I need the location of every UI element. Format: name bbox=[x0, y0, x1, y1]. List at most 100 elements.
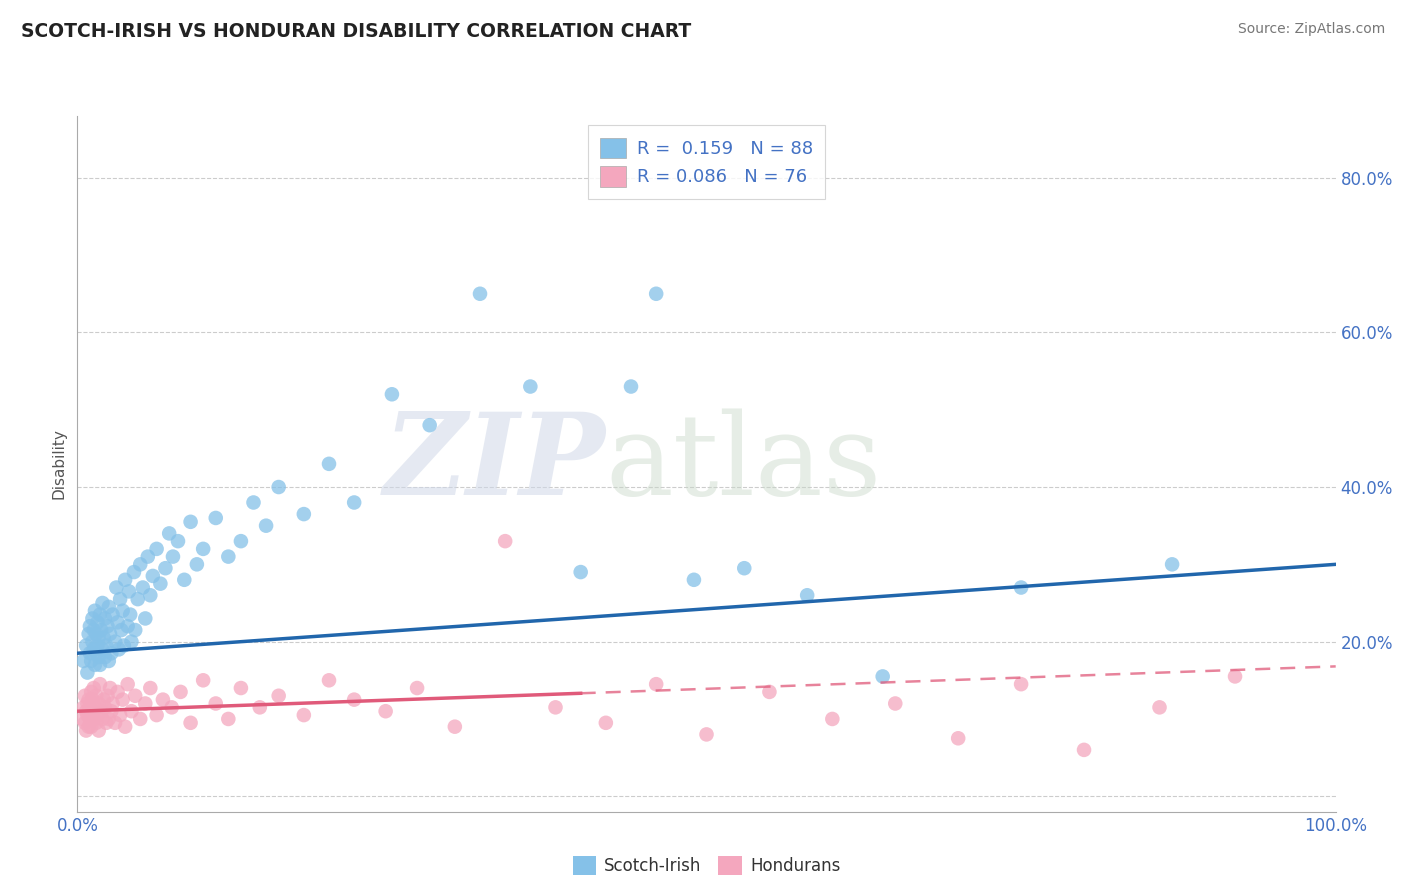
Point bbox=[72, 700, 94, 714]
Point bbox=[149, 576, 172, 591]
Point bbox=[84, 657, 107, 672]
Point bbox=[127, 592, 149, 607]
Point bbox=[645, 677, 668, 691]
Point bbox=[91, 596, 114, 610]
Point bbox=[191, 673, 215, 688]
Point bbox=[90, 623, 112, 637]
Point bbox=[1223, 669, 1246, 683]
Point bbox=[494, 534, 516, 549]
Point bbox=[111, 604, 134, 618]
Point bbox=[145, 708, 167, 723]
Point bbox=[101, 607, 124, 622]
Point bbox=[86, 639, 108, 653]
Point bbox=[83, 642, 105, 657]
Point bbox=[75, 639, 97, 653]
Point bbox=[104, 715, 127, 730]
Point bbox=[80, 720, 103, 734]
Point bbox=[645, 286, 668, 301]
Point bbox=[242, 495, 264, 509]
Point bbox=[180, 515, 202, 529]
Point bbox=[796, 588, 818, 602]
Point bbox=[374, 704, 396, 718]
Point bbox=[96, 619, 118, 633]
Point bbox=[84, 715, 107, 730]
Point bbox=[77, 720, 100, 734]
Point bbox=[108, 592, 131, 607]
Point bbox=[444, 720, 467, 734]
Point bbox=[97, 712, 120, 726]
Point bbox=[82, 692, 104, 706]
Point bbox=[162, 549, 184, 564]
Point bbox=[569, 565, 592, 579]
Point bbox=[204, 511, 226, 525]
Point bbox=[93, 692, 115, 706]
Point bbox=[84, 627, 107, 641]
Text: ZIP: ZIP bbox=[384, 409, 606, 519]
Point bbox=[79, 619, 101, 633]
Point bbox=[124, 689, 146, 703]
Point bbox=[76, 697, 98, 711]
Point bbox=[160, 700, 183, 714]
Point bbox=[108, 642, 131, 657]
Point bbox=[83, 712, 105, 726]
Point bbox=[204, 697, 226, 711]
Point bbox=[84, 646, 107, 660]
Point bbox=[758, 685, 780, 699]
Point bbox=[821, 712, 844, 726]
Point bbox=[100, 704, 122, 718]
Point bbox=[79, 700, 101, 714]
Text: SCOTCH-IRISH VS HONDURAN DISABILITY CORRELATION CHART: SCOTCH-IRISH VS HONDURAN DISABILITY CORR… bbox=[21, 22, 692, 41]
Point bbox=[93, 631, 115, 645]
Point bbox=[73, 689, 96, 703]
Point bbox=[884, 697, 907, 711]
Point bbox=[77, 692, 100, 706]
Point bbox=[191, 541, 215, 556]
Point bbox=[267, 689, 290, 703]
Point bbox=[1010, 581, 1032, 595]
Point bbox=[1073, 743, 1095, 757]
Point bbox=[134, 611, 156, 625]
Text: atlas: atlas bbox=[606, 409, 882, 519]
Point bbox=[84, 604, 107, 618]
Point bbox=[139, 681, 162, 695]
Point bbox=[84, 700, 107, 714]
Point bbox=[152, 692, 174, 706]
Point bbox=[82, 704, 104, 718]
Point bbox=[136, 549, 159, 564]
Point bbox=[186, 558, 208, 572]
Point bbox=[124, 623, 146, 637]
Point bbox=[100, 646, 122, 660]
Point bbox=[318, 673, 340, 688]
Point bbox=[101, 697, 124, 711]
Point bbox=[696, 727, 718, 741]
Point bbox=[139, 588, 162, 602]
Point bbox=[381, 387, 404, 401]
Point bbox=[89, 657, 111, 672]
Point bbox=[112, 639, 135, 653]
Point bbox=[108, 708, 131, 723]
Point bbox=[79, 646, 101, 660]
Point bbox=[229, 681, 252, 695]
Point bbox=[120, 607, 142, 622]
Point bbox=[292, 708, 315, 723]
Point bbox=[254, 518, 277, 533]
Point bbox=[120, 704, 142, 718]
Point bbox=[91, 642, 114, 657]
Point bbox=[83, 623, 105, 637]
Y-axis label: Disability: Disability bbox=[51, 428, 66, 500]
Point bbox=[97, 599, 120, 614]
Point bbox=[122, 565, 145, 579]
Point bbox=[75, 723, 97, 738]
Point bbox=[249, 700, 271, 714]
Point bbox=[97, 654, 120, 668]
Point bbox=[145, 541, 167, 556]
Point bbox=[73, 715, 96, 730]
Point bbox=[72, 712, 94, 726]
Point bbox=[86, 615, 108, 630]
Point bbox=[114, 573, 136, 587]
Point bbox=[180, 715, 202, 730]
Point bbox=[84, 689, 107, 703]
Point bbox=[75, 704, 97, 718]
Point bbox=[872, 669, 894, 683]
Point bbox=[733, 561, 755, 575]
